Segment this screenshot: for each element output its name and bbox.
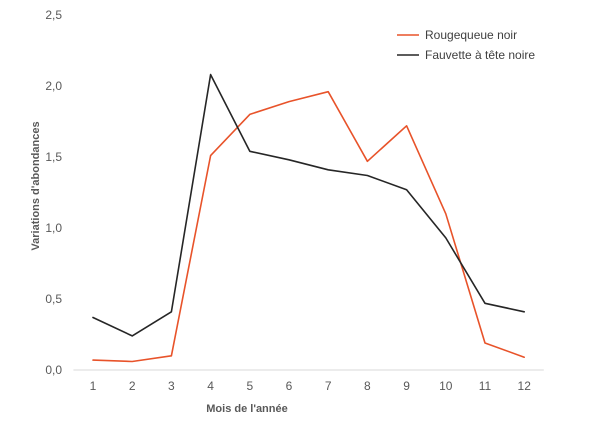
x-tick-label: 4 [207,379,214,393]
y-axis-title: Variations d'abondances [30,121,42,250]
x-tick-label: 6 [286,379,293,393]
y-tick-label: 0,5 [45,292,62,306]
x-axis-tick-labels: 1 2 3 4 5 6 7 8 9 10 11 12 [90,379,532,393]
x-tick-label: 2 [129,379,136,393]
x-tick-label: 9 [403,379,410,393]
y-tick-label: 2,0 [45,79,62,93]
series-lines [92,73,526,363]
x-tick-label: 5 [246,379,253,393]
x-tick-label: 1 [90,379,97,393]
legend: Rougequeue noir Fauvette à tête noire [397,28,535,62]
legend-label: Fauvette à tête noire [425,48,535,62]
y-axis-tick-labels: 0,0 0,5 1,0 1,5 2,0 2,5 [45,8,62,377]
series-line-1 [92,90,526,363]
x-axis-title: Mois de l'année [206,403,287,415]
legend-label: Rougequeue noir [425,28,517,42]
y-tick-label: 1,5 [45,150,62,164]
x-tick-label: 8 [364,379,371,393]
x-tick-label: 11 [479,379,492,393]
y-tick-label: 0,0 [45,363,62,377]
x-tick-label: 10 [439,379,453,393]
y-tick-label: 1,0 [45,221,62,235]
x-tick-label: 12 [518,379,532,393]
x-tick-label: 3 [168,379,175,393]
x-tick-label: 7 [325,379,332,393]
y-tick-label: 2,5 [45,8,62,22]
series-line-2 [92,73,526,337]
